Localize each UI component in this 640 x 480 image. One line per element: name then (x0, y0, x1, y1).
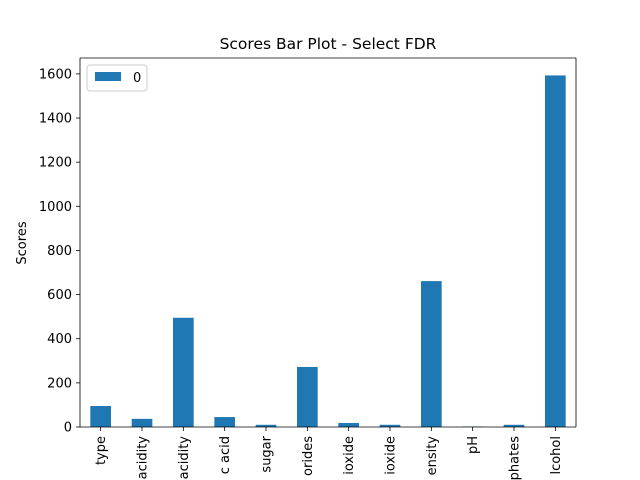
bar-7 (379, 424, 401, 427)
y-tick-label: 1400 (39, 112, 72, 127)
y-tick-label: 0 (64, 421, 72, 436)
legend: 0 (86, 64, 148, 92)
plot-frame (79, 57, 577, 428)
bar-0 (90, 406, 111, 427)
bar-3 (214, 417, 235, 427)
y-tick-label: 600 (47, 288, 72, 303)
x-tick-label: ioxide (384, 436, 399, 475)
x-tick-label: ioxide (342, 436, 357, 475)
x-tick-label: phates (508, 436, 523, 480)
y-tick-label: 200 (47, 376, 72, 391)
bar-2 (173, 317, 194, 427)
bar-5 (297, 366, 318, 427)
x-tick-label: ensity (425, 436, 440, 476)
y-axis-label: Scores (15, 221, 30, 264)
bar-6 (338, 423, 359, 427)
legend-label: 0 (133, 71, 141, 86)
y-tick-label: 400 (47, 332, 72, 347)
y-tick-label: 1200 (39, 156, 72, 171)
bars-layer (90, 75, 566, 427)
y-axis-ticks: 0 200 400 600 800 1000 1200 1400 1600 (39, 67, 80, 436)
x-tick-label: acidity (177, 436, 192, 480)
y-tick-label: 1000 (39, 200, 72, 215)
x-tick-label: acidity (136, 436, 151, 480)
x-tick-label: orides (301, 436, 316, 476)
bar-8 (421, 281, 442, 427)
bar-1 (131, 418, 153, 427)
chart-title: Scores Bar Plot - Select FDR (220, 35, 437, 53)
x-tick-label: sugar (260, 435, 275, 472)
legend-swatch (95, 72, 121, 81)
bar-11 (545, 75, 566, 427)
x-tick-label: pH (466, 436, 481, 454)
x-tick-label: type (94, 436, 109, 465)
bar-10 (503, 424, 525, 427)
bar-4 (255, 424, 277, 427)
x-tick-label: lcohol (549, 436, 564, 475)
y-tick-label: 800 (47, 244, 72, 259)
x-tick-label: c acid (218, 436, 233, 474)
y-tick-label: 1600 (39, 67, 72, 82)
x-axis-ticks: type acidity acidity c acid sugar orides ioxid… (94, 427, 564, 480)
